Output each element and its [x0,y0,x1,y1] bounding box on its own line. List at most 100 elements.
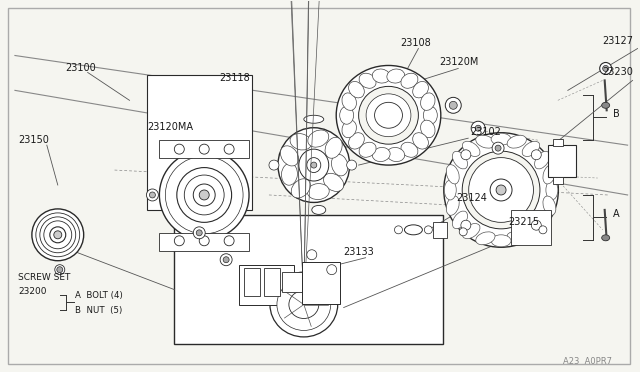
Bar [553,139,563,146]
Circle shape [327,265,337,275]
Ellipse shape [387,147,404,161]
Ellipse shape [424,106,437,124]
Ellipse shape [290,134,312,150]
Circle shape [531,220,541,230]
Bar [511,210,551,245]
Ellipse shape [311,162,317,168]
Circle shape [424,226,433,234]
Ellipse shape [452,211,468,229]
Ellipse shape [282,163,298,185]
Ellipse shape [359,142,376,157]
Ellipse shape [420,120,435,138]
Ellipse shape [546,180,558,200]
Circle shape [471,121,485,135]
Text: A23  A0PR7: A23 A0PR7 [563,357,612,366]
Ellipse shape [289,291,319,318]
Circle shape [199,236,209,246]
Bar [548,145,576,177]
Ellipse shape [602,235,610,241]
Ellipse shape [349,81,364,98]
Ellipse shape [444,180,456,200]
Ellipse shape [404,225,422,235]
Circle shape [461,220,471,230]
Text: 23150: 23150 [18,135,49,145]
Ellipse shape [280,146,298,166]
Ellipse shape [278,128,349,202]
Ellipse shape [534,211,550,229]
Ellipse shape [165,156,243,234]
Ellipse shape [490,179,512,201]
Ellipse shape [420,93,435,110]
Ellipse shape [270,272,338,337]
Ellipse shape [534,151,550,169]
Ellipse shape [50,227,66,243]
Ellipse shape [522,224,540,239]
Text: 23108: 23108 [401,38,431,48]
Circle shape [174,236,184,246]
Ellipse shape [149,192,156,198]
Ellipse shape [452,151,468,169]
Circle shape [223,257,229,263]
Ellipse shape [372,147,390,161]
Bar [244,268,260,296]
Text: 23118: 23118 [219,73,250,83]
Ellipse shape [36,213,80,257]
Ellipse shape [463,141,480,157]
Ellipse shape [366,94,411,137]
Ellipse shape [342,93,356,110]
Ellipse shape [359,73,376,88]
Bar [159,233,249,251]
Ellipse shape [387,69,404,83]
Ellipse shape [54,231,62,239]
Text: 23102: 23102 [470,127,501,137]
Circle shape [603,65,609,71]
Ellipse shape [522,141,540,157]
Ellipse shape [304,115,324,123]
Ellipse shape [462,151,540,229]
Ellipse shape [413,81,428,98]
Ellipse shape [401,142,418,157]
Circle shape [600,62,612,74]
Circle shape [174,144,184,154]
Ellipse shape [602,102,610,108]
Ellipse shape [507,232,527,245]
Circle shape [445,97,461,113]
Circle shape [57,267,63,273]
Ellipse shape [446,196,460,215]
Ellipse shape [291,179,310,198]
Ellipse shape [324,173,344,192]
Ellipse shape [184,175,224,215]
Ellipse shape [199,190,209,200]
Circle shape [224,144,234,154]
Ellipse shape [40,217,76,253]
Text: 23120M: 23120M [439,58,479,67]
Text: 23133: 23133 [344,247,374,257]
Ellipse shape [307,183,329,199]
Circle shape [449,101,457,109]
Bar [174,215,444,344]
Bar [302,262,340,304]
Bar [147,76,252,210]
Ellipse shape [463,224,480,239]
Bar [239,265,294,305]
Ellipse shape [476,135,495,148]
Text: 23120MA: 23120MA [147,122,193,132]
Ellipse shape [336,65,441,165]
Ellipse shape [444,133,558,247]
Text: 23200: 23200 [18,287,47,296]
Circle shape [224,236,234,246]
Circle shape [394,226,403,234]
Text: B  NUT  (5): B NUT (5) [75,306,122,315]
Ellipse shape [299,149,329,181]
Text: SCREW SET: SCREW SET [18,273,70,282]
Circle shape [193,227,205,239]
Bar [553,177,563,184]
Ellipse shape [277,279,331,330]
Ellipse shape [325,137,342,158]
Text: A  BOLT (4): A BOLT (4) [75,291,122,300]
Text: 23215: 23215 [508,217,539,227]
Ellipse shape [342,120,356,138]
Circle shape [475,125,481,131]
Circle shape [220,254,232,266]
Circle shape [196,230,202,236]
